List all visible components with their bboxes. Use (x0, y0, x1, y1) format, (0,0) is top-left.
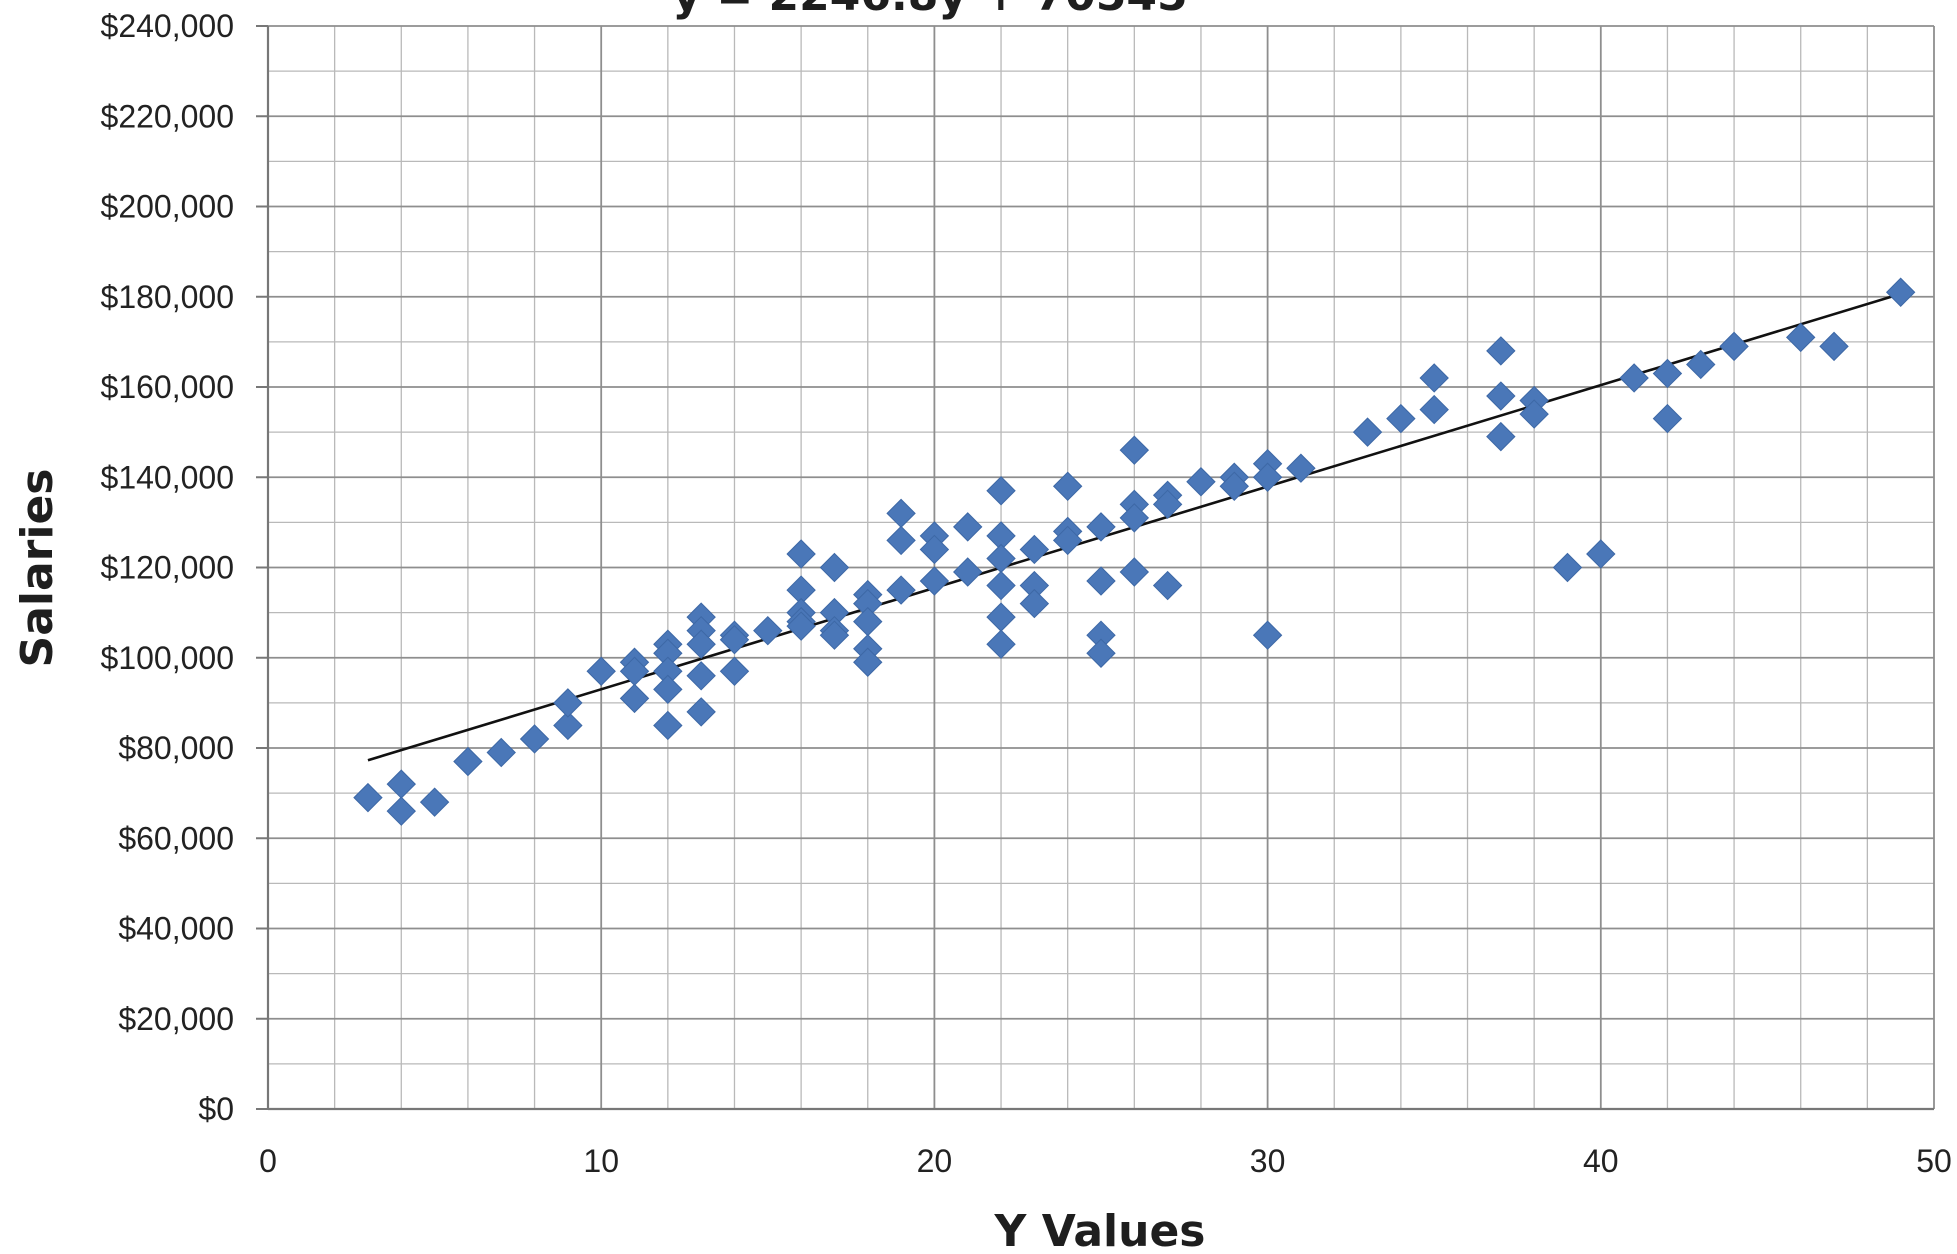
data-point (719, 624, 750, 655)
x-tick-labels: 0 10 20 30 40 50 (259, 1143, 1952, 1179)
y-tick-label: $60,000 (118, 820, 234, 856)
data-point (986, 476, 1016, 506)
data-point (1152, 570, 1183, 601)
data-point (686, 629, 716, 659)
data-point (553, 688, 583, 718)
x-tick-label: 30 (1250, 1143, 1286, 1179)
data-point (886, 525, 916, 556)
data-point (986, 570, 1016, 601)
data-point (953, 512, 983, 542)
data-point (1052, 525, 1083, 556)
data-point (1019, 534, 1050, 565)
y-tick-label: $240,000 (101, 8, 234, 44)
data-point (686, 697, 716, 727)
data-point (1686, 349, 1716, 380)
y-tick-label: $80,000 (118, 730, 234, 766)
data-point (1152, 489, 1183, 520)
data-point (753, 615, 783, 646)
y-tick-label: $0 (198, 1091, 234, 1127)
data-point (1086, 638, 1116, 668)
data-point (1219, 471, 1249, 501)
data-point (1019, 588, 1050, 619)
data-point (1819, 331, 1849, 362)
data-point (886, 575, 916, 605)
data-point (1286, 453, 1316, 483)
data-point (919, 534, 950, 565)
data-point (1652, 358, 1683, 389)
data-point (1252, 620, 1283, 650)
x-tick-label: 10 (583, 1143, 619, 1179)
data-points (353, 277, 1916, 826)
data-point (653, 674, 683, 705)
data-point (1086, 512, 1116, 542)
chart-title: y = 2246.8y + 70545 (672, 0, 1187, 21)
x-tick-label: 50 (1916, 1143, 1952, 1179)
y-tick-label: $140,000 (101, 459, 234, 495)
data-point (1119, 557, 1150, 587)
data-point (786, 611, 816, 641)
data-point (719, 656, 750, 686)
x-tick-label: 0 (259, 1143, 277, 1179)
data-point (1486, 336, 1516, 366)
y-tick-label: $100,000 (101, 640, 234, 676)
data-point (519, 724, 550, 754)
data-point (786, 539, 816, 569)
data-point (653, 710, 683, 741)
data-point (1652, 403, 1683, 434)
data-point (1052, 471, 1083, 501)
data-point (1586, 539, 1616, 569)
y-tick-label: $160,000 (101, 369, 234, 405)
data-point (1252, 462, 1283, 492)
x-tick-label: 20 (917, 1143, 953, 1179)
x-axis-title: Y Values (994, 1206, 1206, 1254)
data-point (553, 710, 583, 741)
data-point (686, 661, 716, 691)
data-point (819, 552, 850, 583)
data-point (453, 746, 483, 777)
data-point (1119, 435, 1150, 465)
data-point (619, 683, 650, 714)
x-tick-label: 40 (1583, 1143, 1619, 1179)
y-tick-label: $20,000 (118, 1001, 234, 1037)
data-point (1786, 322, 1816, 353)
y-tick-label: $200,000 (101, 189, 234, 225)
data-point (1386, 403, 1416, 434)
data-point (1619, 363, 1649, 393)
data-point (586, 656, 616, 686)
data-point (1552, 552, 1583, 583)
axes (256, 25, 1934, 1111)
data-point (1086, 566, 1116, 596)
data-point (1519, 399, 1549, 429)
y-axis-title: Salaries (12, 469, 63, 668)
data-point (1419, 394, 1449, 425)
data-point (819, 620, 850, 650)
data-point (1186, 467, 1216, 497)
data-point (419, 787, 450, 817)
data-point (486, 737, 516, 768)
data-point (919, 566, 950, 596)
y-tick-label: $40,000 (118, 911, 234, 947)
data-point (1486, 421, 1516, 452)
data-point (1352, 417, 1383, 447)
data-point (1486, 381, 1516, 411)
data-point (1885, 277, 1916, 307)
data-point (1419, 363, 1449, 393)
data-point (853, 647, 883, 677)
y-tick-labels: $0 $20,000 $40,000 $60,000 $80,000 $100,000 $1… (101, 8, 234, 1127)
y-tick-label: $220,000 (101, 98, 234, 134)
data-point (986, 629, 1016, 659)
data-point (386, 796, 416, 826)
data-point (353, 782, 383, 813)
data-point (953, 557, 983, 587)
y-tick-label: $180,000 (101, 279, 234, 315)
y-tick-label: $120,000 (101, 550, 234, 586)
data-point (1719, 331, 1749, 362)
data-point (1119, 503, 1150, 533)
